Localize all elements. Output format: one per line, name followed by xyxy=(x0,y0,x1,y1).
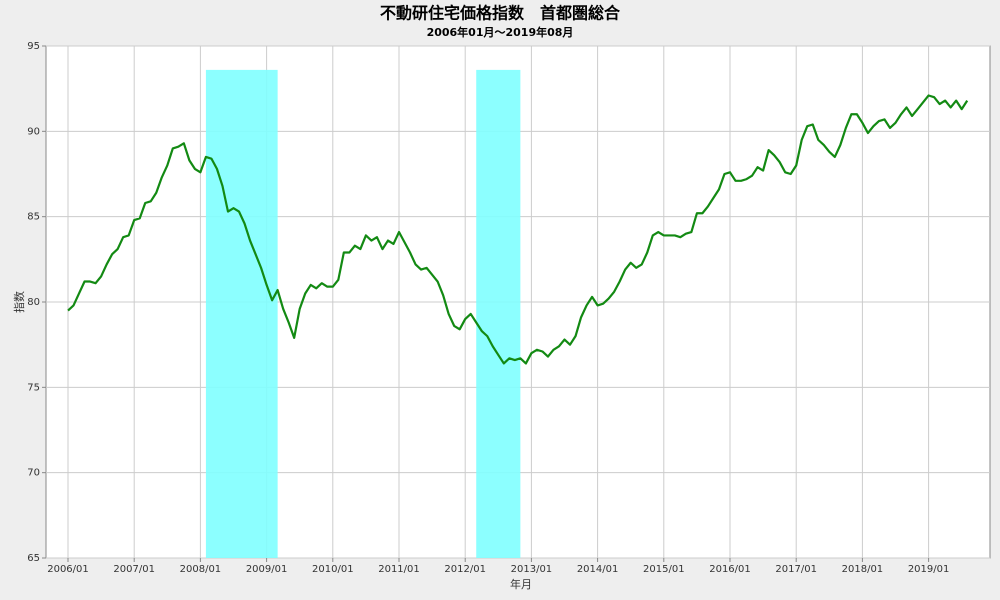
x-tick-label: 2006/01 xyxy=(47,564,89,575)
y-tick-label: 90 xyxy=(27,126,40,137)
x-tick-label: 2007/01 xyxy=(113,564,155,575)
shaded-band xyxy=(476,69,521,558)
x-tick-label: 2014/01 xyxy=(577,564,619,575)
x-tick-label: 2017/01 xyxy=(775,564,817,575)
data-line xyxy=(67,94,969,365)
x-tick-label: 2011/01 xyxy=(378,564,420,575)
x-axis-label: 年月 xyxy=(510,577,532,591)
shaded-band xyxy=(205,69,278,558)
x-tick-label: 2012/01 xyxy=(444,564,486,575)
y-tick-label: 70 xyxy=(27,468,40,479)
x-tick-label: 2009/01 xyxy=(246,564,288,575)
x-tick-label: 2015/01 xyxy=(643,564,685,575)
y-tick-label: 75 xyxy=(27,382,40,393)
y-tick-label: 85 xyxy=(27,212,40,223)
x-tick-label: 2010/01 xyxy=(312,564,354,575)
x-tick-label: 2008/01 xyxy=(180,564,222,575)
chart-title: 不動研住宅価格指数 首都圏総合 xyxy=(380,4,621,23)
y-axis-label: 指数 xyxy=(12,291,26,313)
x-tick-label: 2016/01 xyxy=(709,564,751,575)
y-tick-label: 65 xyxy=(27,553,40,564)
x-tick-label: 2019/01 xyxy=(908,564,950,575)
y-tick-label: 95 xyxy=(27,41,40,52)
x-tick-label: 2013/01 xyxy=(511,564,553,575)
chart-subtitle: 2006年01月～2019年08月 xyxy=(427,25,574,39)
y-tick-label: 80 xyxy=(27,297,40,308)
x-tick-label: 2018/01 xyxy=(842,564,884,575)
